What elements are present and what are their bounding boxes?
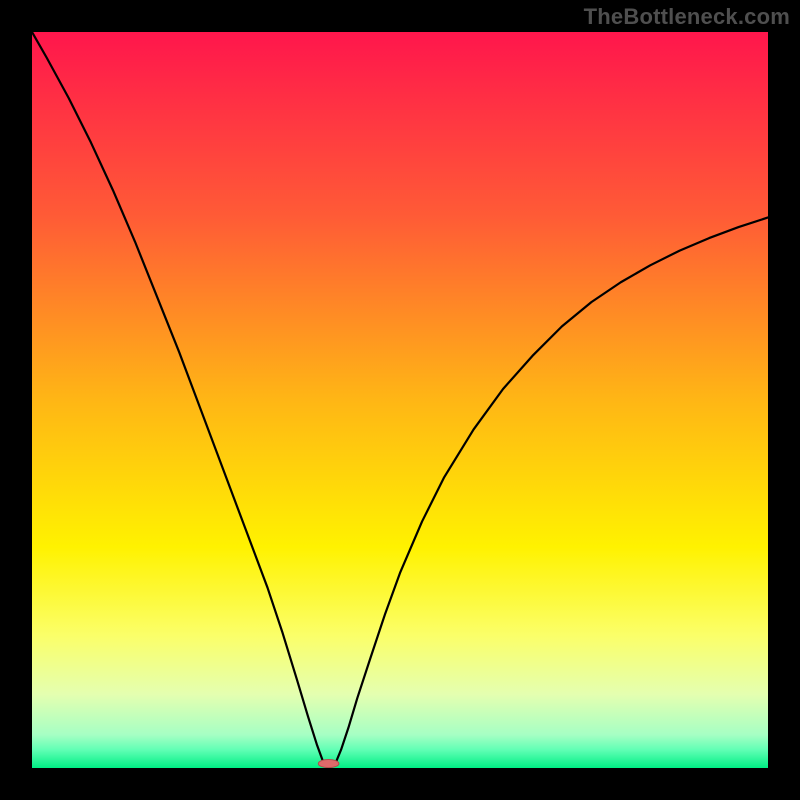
chart-svg xyxy=(32,32,768,768)
optimum-marker xyxy=(318,760,339,768)
watermark-text: TheBottleneck.com xyxy=(584,4,790,30)
plot-area xyxy=(32,32,768,768)
figure-container: TheBottleneck.com xyxy=(0,0,800,800)
chart-background xyxy=(32,32,768,768)
